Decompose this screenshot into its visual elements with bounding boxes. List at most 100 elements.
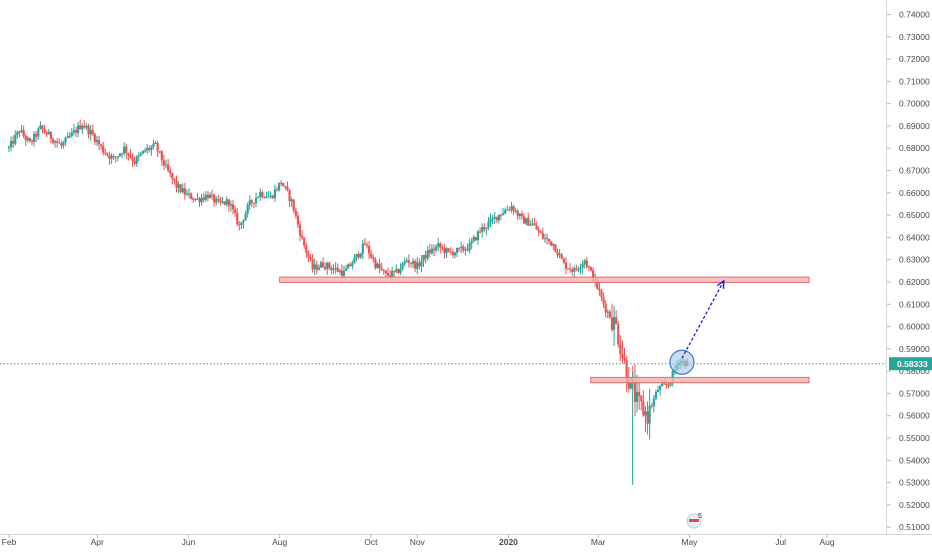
candle [399,263,402,276]
candle [550,241,553,247]
candle [441,244,444,252]
candle-body [589,267,593,271]
highlight-circle[interactable] [669,349,695,375]
candle-body [148,148,151,150]
candle [150,145,153,156]
candle [397,268,400,275]
candle [311,254,314,273]
candle-body [275,189,279,191]
candle [238,221,241,231]
candle [190,192,193,200]
candle [221,197,224,204]
candle [378,258,381,274]
candle [654,389,658,400]
candle-body [585,260,588,267]
candle [349,261,352,267]
candle-body [68,136,71,138]
candle-body [349,264,352,267]
projection-arrow[interactable] [681,280,725,359]
candle [554,244,557,253]
candle [445,246,448,259]
candle-body [351,263,354,267]
time-axis[interactable]: Feb Apr Jun Aug Oct Nov 2020 Mar May Jul Aug [2,534,835,547]
candle-body [286,186,289,191]
candle [587,265,591,272]
candle-body [667,385,670,387]
y-tick-label: 0.66000 [899,188,930,198]
candle-body [527,218,530,226]
candle-body [177,184,180,188]
candle [527,212,530,226]
candle [118,152,122,157]
candle-body [95,139,99,142]
candle [342,265,346,279]
candle [604,300,607,318]
support-zone[interactable] [590,376,810,384]
candle-body [30,141,34,143]
candle [573,265,576,278]
candle [355,253,358,262]
candle [246,202,249,218]
candle-body [259,192,262,197]
candle [648,388,651,440]
candle [512,204,515,216]
candle [401,262,404,271]
candle [185,189,189,196]
y-tick-label: 0.61000 [899,299,930,309]
candle-body [535,225,538,230]
resistance-zone[interactable] [279,276,810,283]
candle [497,214,501,224]
candle-body [434,246,438,251]
candle-body [361,243,364,254]
candle [428,243,431,258]
candle-body [173,178,176,181]
price-axis[interactable]: 0.74000 0.73000 0.72000 0.71000 0.70000 0.690… [887,10,932,533]
candle [70,128,73,138]
candle [638,378,641,410]
candle-body [125,146,128,154]
candle-body [374,259,377,268]
event-badge[interactable]: 5 [686,513,702,529]
candle [223,201,226,206]
candle-body [558,254,561,256]
candle-body [579,267,582,270]
candle [558,248,561,259]
candle-body [411,261,415,264]
candle [286,181,289,192]
candle-body [633,381,637,403]
y-tick-label: 0.72000 [899,54,930,64]
candle [152,139,155,150]
candle-body [466,249,469,251]
candle [192,196,195,203]
candle [259,188,262,202]
candle-body [545,238,549,240]
candle [321,257,325,268]
candle [405,257,408,264]
y-tick-label: 0.71000 [899,76,930,86]
y-tick-label: 0.54000 [899,455,930,465]
candle-body [112,156,115,158]
candle [374,257,377,270]
candle [430,244,434,255]
candle-body [386,273,390,276]
candle-body [210,194,214,196]
candle [173,178,176,185]
candle [642,390,645,417]
candle [577,266,580,273]
candle-body [307,252,310,258]
candle [307,250,310,263]
candle [317,264,320,271]
candle-body [123,146,126,154]
candle-body [79,125,82,130]
candle-body [303,237,306,246]
candle [60,140,63,149]
candle [407,254,410,268]
candle [208,192,212,199]
candle-body [89,130,92,135]
candle-body [56,141,59,143]
candle [533,217,536,226]
candle-body [332,268,335,271]
candle [217,194,220,204]
